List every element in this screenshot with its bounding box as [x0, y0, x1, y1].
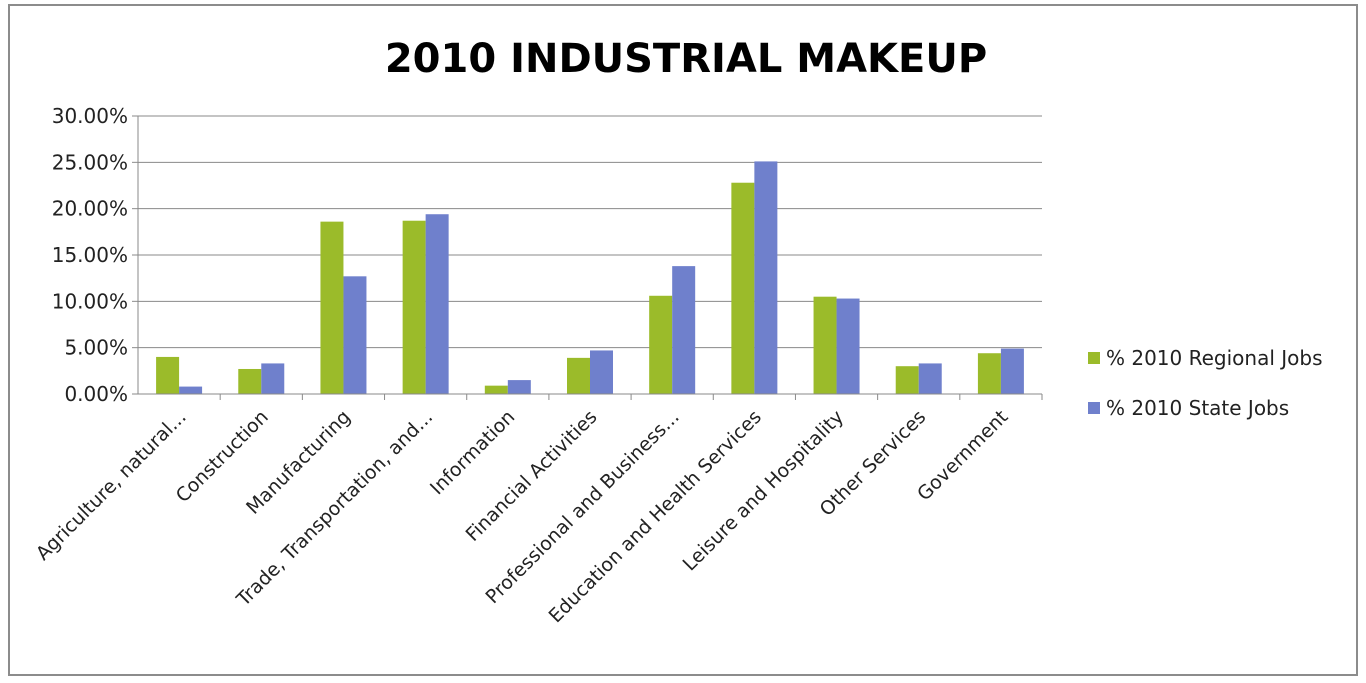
y-tick-label: 30.00% — [52, 104, 128, 128]
bar — [179, 386, 203, 394]
x-axis-labels: Agriculture, natural...ConstructionManuf… — [32, 406, 1013, 627]
bar — [320, 221, 344, 394]
y-tick-label: 25.00% — [52, 150, 128, 174]
bar — [261, 363, 285, 394]
bar — [731, 182, 755, 394]
bar — [813, 296, 837, 394]
bar — [918, 363, 942, 394]
bar — [507, 380, 531, 394]
y-tick-label: 0.00% — [64, 382, 128, 406]
bar — [590, 350, 613, 394]
bar — [238, 368, 262, 394]
bar — [567, 357, 590, 394]
y-tick-label: 20.00% — [52, 197, 128, 221]
y-tick-label: 10.00% — [52, 289, 128, 313]
bars — [156, 161, 1024, 394]
bar — [425, 214, 449, 394]
bar — [649, 295, 673, 394]
x-tick-label: Leisure and Hospitality — [679, 406, 848, 575]
bar — [895, 366, 919, 394]
legend-label: % 2010 Regional Jobs — [1106, 346, 1323, 370]
bar — [754, 161, 778, 394]
bar — [1000, 348, 1024, 394]
gridlines — [138, 115, 1042, 349]
y-axis-ticks: 0.00% 5.00% 10.00% 15.00% 20.00% 25.00% 30.00% — [52, 104, 138, 406]
bar — [402, 220, 426, 394]
x-axis — [137, 116, 1043, 400]
bar — [672, 266, 696, 394]
x-tick-label: Agriculture, natural... — [32, 406, 191, 565]
legend-label: % 2010 State Jobs — [1106, 396, 1289, 420]
chart-title: 2010 INDUSTRIAL MAKEUP — [385, 36, 987, 82]
legend-swatch — [1088, 352, 1100, 364]
legend-swatch — [1088, 402, 1100, 414]
bar — [836, 298, 860, 394]
bar — [977, 353, 1001, 394]
legend: % 2010 Regional Jobs % 2010 State Jobs — [1088, 346, 1323, 420]
bar — [156, 356, 180, 394]
bar — [343, 276, 367, 394]
y-tick-label: 15.00% — [52, 243, 128, 267]
y-tick-label: 5.00% — [64, 336, 128, 360]
bar — [484, 385, 508, 394]
